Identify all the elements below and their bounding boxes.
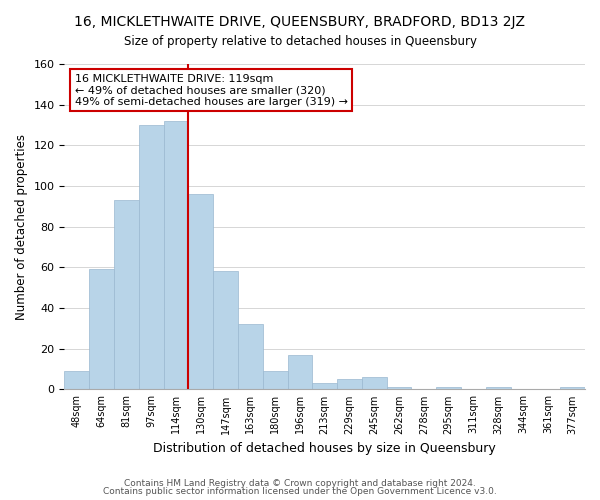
Text: Contains public sector information licensed under the Open Government Licence v3: Contains public sector information licen… <box>103 487 497 496</box>
Bar <box>213 272 238 390</box>
Bar <box>337 380 362 390</box>
Bar <box>238 324 263 390</box>
Bar <box>313 384 337 390</box>
Bar <box>188 194 213 390</box>
Bar <box>263 371 287 390</box>
Bar <box>139 125 164 390</box>
Text: Contains HM Land Registry data © Crown copyright and database right 2024.: Contains HM Land Registry data © Crown c… <box>124 478 476 488</box>
Y-axis label: Number of detached properties: Number of detached properties <box>15 134 28 320</box>
Bar <box>436 388 461 390</box>
Bar <box>560 388 585 390</box>
Text: 16 MICKLETHWAITE DRIVE: 119sqm
← 49% of detached houses are smaller (320)
49% of: 16 MICKLETHWAITE DRIVE: 119sqm ← 49% of … <box>75 74 348 107</box>
Bar <box>486 388 511 390</box>
Text: 16, MICKLETHWAITE DRIVE, QUEENSBURY, BRADFORD, BD13 2JZ: 16, MICKLETHWAITE DRIVE, QUEENSBURY, BRA… <box>74 15 526 29</box>
Bar <box>89 270 114 390</box>
Bar <box>164 121 188 390</box>
Bar <box>64 371 89 390</box>
Bar <box>362 377 386 390</box>
X-axis label: Distribution of detached houses by size in Queensbury: Distribution of detached houses by size … <box>154 442 496 455</box>
Text: Size of property relative to detached houses in Queensbury: Size of property relative to detached ho… <box>124 35 476 48</box>
Bar <box>386 388 412 390</box>
Bar <box>287 355 313 390</box>
Bar <box>114 200 139 390</box>
